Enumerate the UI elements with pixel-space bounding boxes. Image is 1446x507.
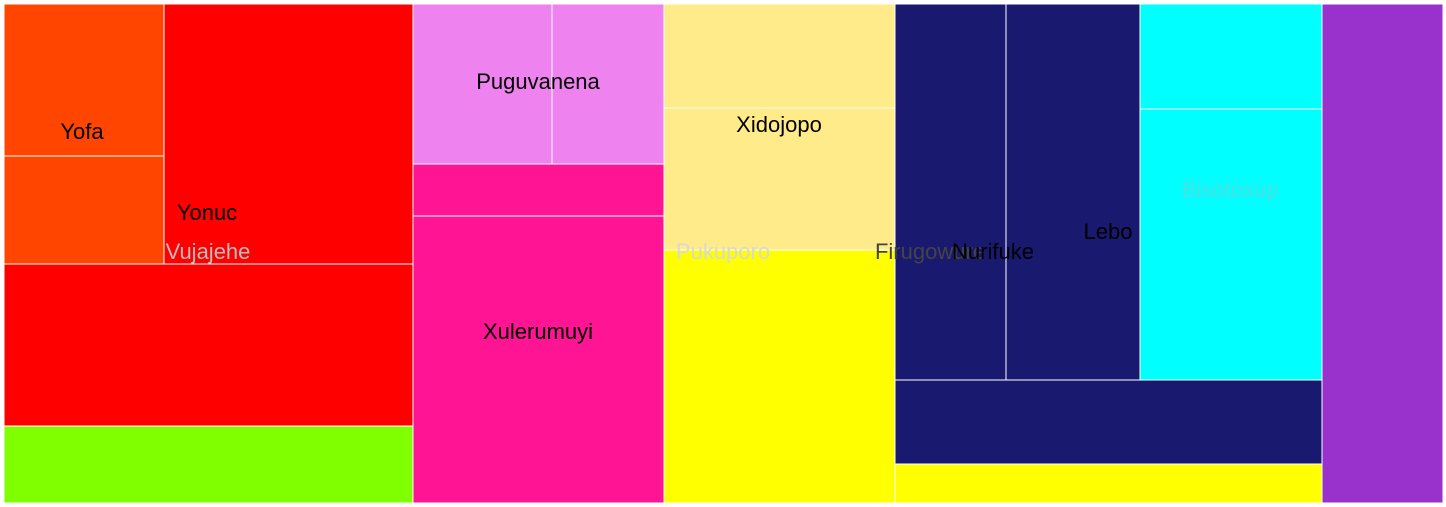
rect-yonuc bbox=[163, 3, 414, 265]
label-lebo: Lebo bbox=[1084, 219, 1133, 244]
treemap-labels: Yofa Yonuc Vujajehe Puguvanena Xulerumuyi Xid… bbox=[60, 69, 1278, 344]
rect-xulerumuyi bbox=[412, 215, 665, 504]
rect-bisotoxup-top bbox=[1139, 3, 1323, 110]
rect-firugowure bbox=[894, 379, 1323, 465]
label-nurifuke: Nurifuke bbox=[952, 239, 1034, 264]
rect-puguvanena-left bbox=[412, 3, 553, 165]
rect-vujajehe-green bbox=[3, 425, 414, 504]
rect-firugowure-yellow bbox=[894, 463, 1323, 504]
rect-bisotoxup bbox=[1139, 108, 1323, 381]
rect-xidojopo-top bbox=[663, 3, 896, 109]
rect-nurifuke bbox=[894, 3, 1007, 381]
rect-lebo bbox=[1005, 3, 1141, 381]
label-puguvanena: Puguvanena bbox=[476, 69, 600, 94]
treemap-cells bbox=[3, 3, 1444, 504]
label-yofa: Yofa bbox=[60, 119, 104, 144]
rect-yofa-top bbox=[3, 3, 165, 157]
label-vujajehe: Vujajehe bbox=[166, 239, 251, 264]
rect-purple bbox=[1321, 3, 1444, 504]
label-yonuc: Yonuc bbox=[177, 200, 237, 225]
label-firugowure: Firugowure bbox=[875, 239, 985, 264]
label-pukuporo: Pukuporo bbox=[676, 239, 770, 264]
label-xidojopo: Xidojopo bbox=[736, 112, 822, 137]
rect-yofa-bottom bbox=[3, 155, 165, 265]
rect-xulerumuyi-strip bbox=[412, 163, 665, 217]
rect-pukuporo bbox=[663, 249, 896, 504]
label-bisotoxup: Bisotoxup bbox=[1182, 177, 1279, 202]
label-xulerumuyi: Xulerumuyi bbox=[483, 319, 593, 344]
rect-vujajehe bbox=[3, 263, 414, 427]
